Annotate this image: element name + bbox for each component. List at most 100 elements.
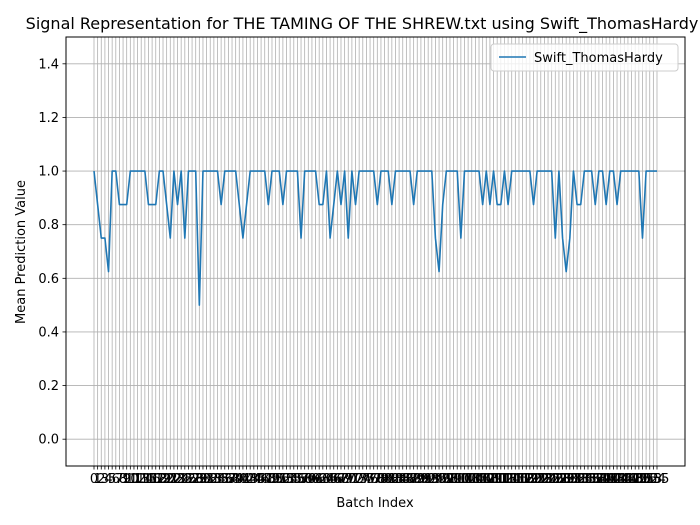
- x-tick-label: 112: [488, 472, 513, 487]
- x-tick-label: 38: [224, 472, 241, 487]
- x-tick-label: 147: [616, 472, 641, 487]
- x-tick-label: 15: [140, 472, 157, 487]
- x-gridlines: [93, 37, 658, 466]
- x-tick-label: 31: [198, 472, 215, 487]
- x-tick-label: 65: [322, 472, 339, 487]
- y-tick-label: 0.4: [38, 325, 59, 340]
- x-tick-label: 127: [543, 472, 568, 487]
- x-tick-label: 18: [151, 472, 168, 487]
- plot-area: 0123456789101112131415161718192021222324…: [38, 36, 686, 487]
- x-tick-label: 39: [227, 472, 244, 487]
- x-tick-label: 14: [137, 472, 154, 487]
- series-line-swift-thomashardy: [93, 170, 657, 306]
- x-tick-label: 59: [300, 472, 317, 487]
- legend-box: [490, 43, 679, 72]
- x-tick-label: 0: [90, 472, 98, 487]
- x-tick-label: 114: [496, 472, 521, 487]
- x-tick-label: 54: [282, 472, 299, 487]
- x-axis-label: Batch Index: [336, 496, 414, 511]
- x-tick-label: 69: [336, 472, 353, 487]
- x-tick-label: 144: [605, 472, 630, 487]
- legend-entry-label: Swift_ThomasHardy: [534, 51, 663, 66]
- x-tick-label: 125: [536, 472, 561, 487]
- x-tick-label: 155: [645, 472, 670, 487]
- x-tick-label: 82: [384, 472, 401, 487]
- x-tick-label: 10: [122, 472, 139, 487]
- x-tick-label: 23: [169, 472, 186, 487]
- x-tick-label: 94: [427, 472, 444, 487]
- x-tick-label: 8: [119, 472, 127, 487]
- y-axis-ticks: 0.0 0.2 0.4 0.6 0.8 1.0 1.2 1.4: [38, 57, 66, 448]
- x-tick-label: 21: [162, 472, 179, 487]
- x-tick-label: 100: [445, 472, 470, 487]
- x-tick-label: 136: [576, 472, 601, 487]
- y-tick-label: 0.6: [38, 272, 59, 287]
- x-tick-label: 128: [547, 472, 572, 487]
- x-tick-label: 56: [289, 472, 306, 487]
- x-tick-label: 51: [271, 472, 288, 487]
- x-tick-label: 53: [278, 472, 295, 487]
- x-tick-label: 43: [242, 472, 259, 487]
- x-tick-label: 85: [394, 472, 411, 487]
- x-tick-label: 40: [231, 472, 248, 487]
- x-tick-label: 24: [173, 472, 190, 487]
- x-tick-label: 33: [206, 472, 223, 487]
- x-tick-label: 99: [445, 472, 462, 487]
- x-tick-label: 109: [478, 472, 503, 487]
- x-tick-label: 130: [554, 472, 579, 487]
- x-tick-label: 92: [420, 472, 437, 487]
- y-tick-label: 1.4: [38, 57, 59, 72]
- x-tick-label: 116: [503, 472, 528, 487]
- x-tick-label: 146: [612, 472, 637, 487]
- x-tick-label: 121: [521, 472, 546, 487]
- x-tick-label: 52: [275, 472, 292, 487]
- x-tick-label: 113: [492, 472, 517, 487]
- x-tick-label: 117: [507, 472, 532, 487]
- x-tick-label: 74: [355, 472, 372, 487]
- x-tick-label: 126: [539, 472, 564, 487]
- x-tick-label: 49: [264, 472, 281, 487]
- x-tick-label: 79: [373, 472, 390, 487]
- x-tick-label: 141: [594, 472, 619, 487]
- x-tick-label: 93: [424, 472, 441, 487]
- x-tick-label: 129: [550, 472, 575, 487]
- x-tick-label: 138: [583, 472, 608, 487]
- x-tick-label: 58: [296, 472, 313, 487]
- x-tick-label: 44: [246, 472, 263, 487]
- x-tick-label: 77: [365, 472, 382, 487]
- x-tick-label: 96: [434, 472, 451, 487]
- x-tick-label: 88: [405, 472, 422, 487]
- x-tick-label: 143: [601, 472, 626, 487]
- x-tick-label: 154: [641, 472, 666, 487]
- x-tick-label: 123: [528, 472, 553, 487]
- x-tick-label: 111: [485, 472, 510, 487]
- y-tick-label: 0.8: [38, 218, 59, 233]
- x-tick-label: 29: [191, 472, 208, 487]
- x-tick-label: 48: [260, 472, 277, 487]
- y-tick-label: 1.0: [38, 165, 59, 180]
- x-tick-label: 132: [561, 472, 586, 487]
- y-axis-label: Mean Prediction Value: [14, 180, 29, 324]
- x-tick-label: 62: [311, 472, 328, 487]
- x-tick-label: 63: [315, 472, 332, 487]
- x-tick-label: 36: [216, 472, 233, 487]
- x-tick-label: 4: [104, 472, 112, 487]
- x-tick-label: 140: [590, 472, 615, 487]
- x-tick-label: 78: [369, 472, 386, 487]
- x-tick-label: 28: [187, 472, 204, 487]
- x-tick-label: 45: [249, 472, 266, 487]
- x-tick-label: 68: [333, 472, 350, 487]
- x-tick-label: 5: [108, 472, 116, 487]
- x-tick-label: 145: [608, 472, 633, 487]
- x-tick-label: 32: [202, 472, 219, 487]
- x-tick-label: 27: [184, 472, 201, 487]
- x-tick-label: 153: [637, 472, 662, 487]
- x-tick-label: 119: [514, 472, 539, 487]
- x-tick-label: 13: [133, 472, 150, 487]
- x-tick-label: 84: [391, 472, 408, 487]
- x-tick-label: 110: [481, 472, 506, 487]
- x-tick-label: 12: [129, 472, 146, 487]
- x-tick-label: 61: [307, 472, 324, 487]
- x-tick-label: 70: [340, 472, 357, 487]
- x-tick-label: 91: [416, 472, 433, 487]
